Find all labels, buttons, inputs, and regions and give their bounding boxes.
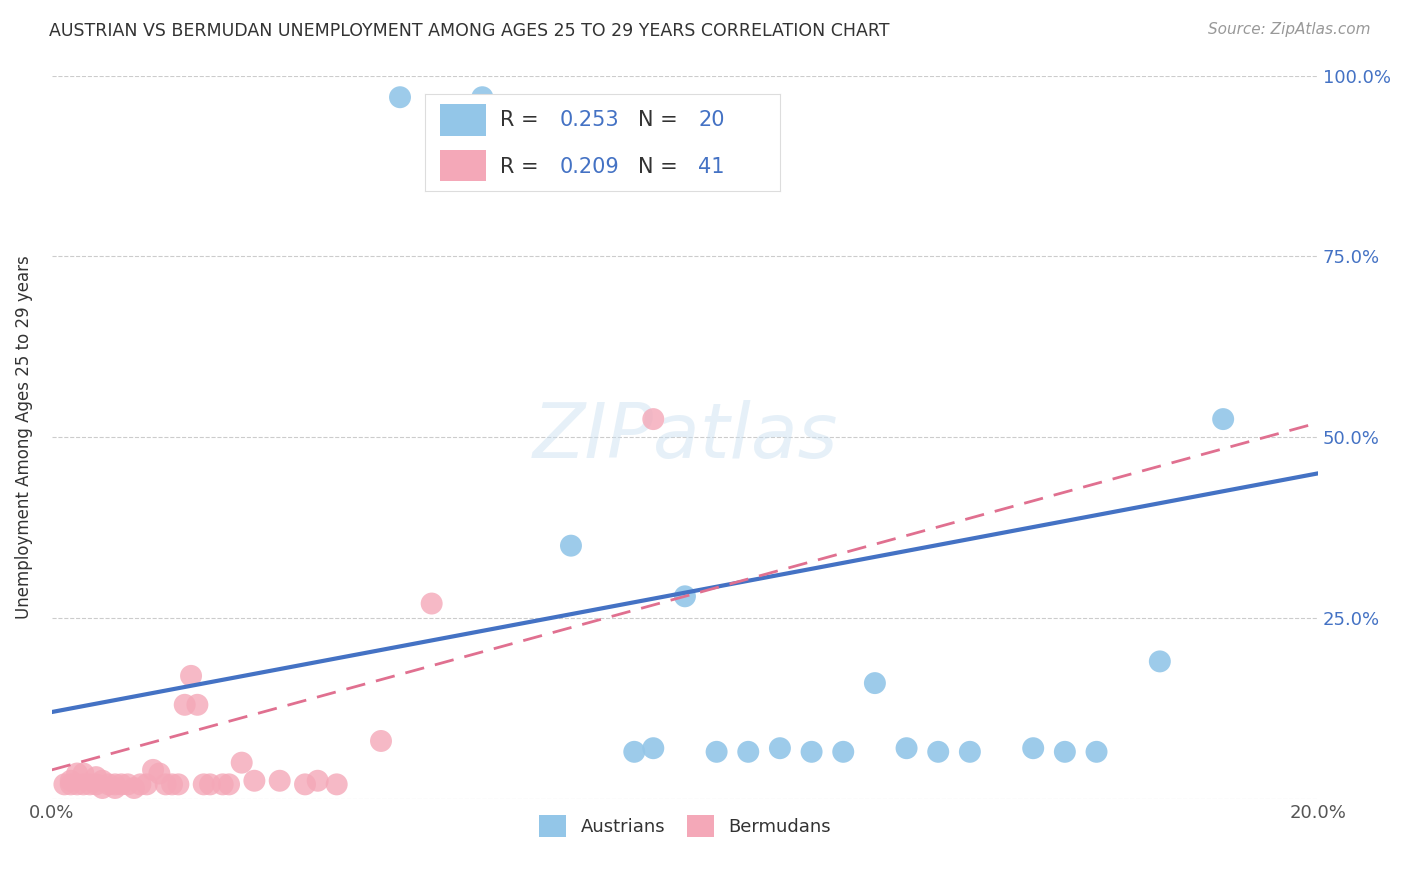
Text: ZIPatlas: ZIPatlas <box>533 401 838 475</box>
Point <box>243 773 266 788</box>
Point <box>269 773 291 788</box>
Point <box>420 597 443 611</box>
Point <box>231 756 253 770</box>
Y-axis label: Unemployment Among Ages 25 to 29 years: Unemployment Among Ages 25 to 29 years <box>15 255 32 619</box>
Text: AUSTRIAN VS BERMUDAN UNEMPLOYMENT AMONG AGES 25 TO 29 YEARS CORRELATION CHART: AUSTRIAN VS BERMUDAN UNEMPLOYMENT AMONG … <box>49 22 890 40</box>
Point <box>307 773 329 788</box>
Point <box>294 777 316 791</box>
Legend: Austrians, Bermudans: Austrians, Bermudans <box>531 807 838 844</box>
Point <box>66 777 89 791</box>
Text: Source: ZipAtlas.com: Source: ZipAtlas.com <box>1208 22 1371 37</box>
Point <box>148 766 170 780</box>
Point <box>959 745 981 759</box>
Point <box>160 777 183 791</box>
Point <box>117 777 139 791</box>
Point <box>1149 654 1171 668</box>
Point <box>471 90 494 104</box>
Point <box>211 777 233 791</box>
Point <box>72 777 94 791</box>
Point <box>325 777 347 791</box>
Point <box>623 745 645 759</box>
Point <box>198 777 221 791</box>
Point <box>1053 745 1076 759</box>
Point <box>737 745 759 759</box>
Point <box>180 669 202 683</box>
Point <box>193 777 215 791</box>
Point <box>155 777 177 791</box>
Point <box>91 780 114 795</box>
Point <box>129 777 152 791</box>
Point <box>173 698 195 712</box>
Point <box>53 777 76 791</box>
Point <box>142 763 165 777</box>
Point <box>832 745 855 759</box>
Point <box>110 777 132 791</box>
Point <box>84 777 107 791</box>
Point <box>186 698 208 712</box>
Point <box>97 777 120 791</box>
Point <box>104 780 127 795</box>
Point <box>218 777 240 791</box>
Point <box>91 773 114 788</box>
Point <box>1085 745 1108 759</box>
Point <box>388 90 411 104</box>
Point <box>66 766 89 780</box>
Point <box>1212 412 1234 426</box>
Point <box>643 412 665 426</box>
Point <box>800 745 823 759</box>
Point <box>927 745 949 759</box>
Point <box>84 770 107 784</box>
Point <box>560 539 582 553</box>
Point <box>167 777 190 791</box>
Point <box>59 777 82 791</box>
Point <box>706 745 728 759</box>
Point <box>643 741 665 756</box>
Point <box>122 780 145 795</box>
Point <box>135 777 157 791</box>
Point <box>673 590 696 604</box>
Point <box>79 777 101 791</box>
Point <box>59 773 82 788</box>
Point <box>896 741 918 756</box>
Point <box>1022 741 1045 756</box>
Point <box>370 734 392 748</box>
Point <box>72 766 94 780</box>
Point <box>769 741 792 756</box>
Point <box>863 676 886 690</box>
Point <box>104 777 127 791</box>
